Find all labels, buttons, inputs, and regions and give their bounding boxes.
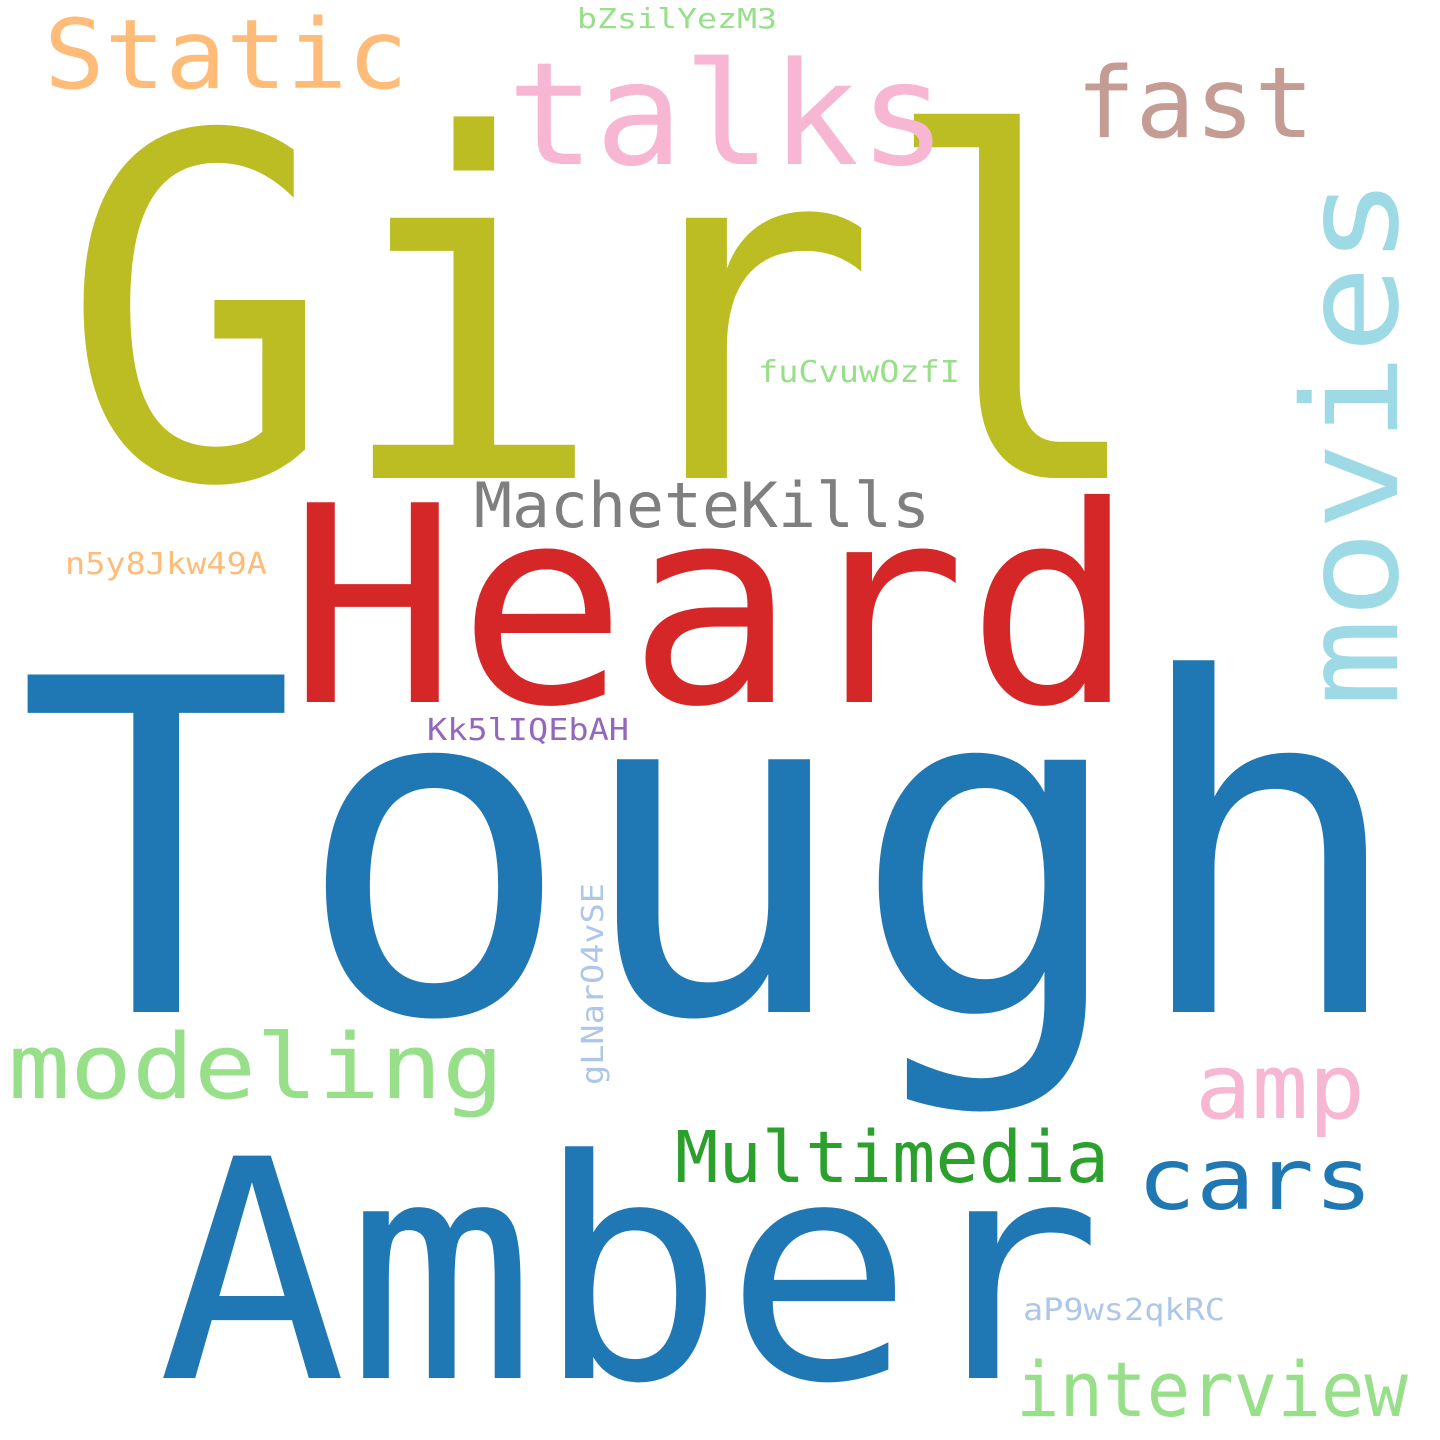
word-modeling: modeling xyxy=(8,1015,504,1120)
word-tough: Tough xyxy=(17,583,1407,1122)
word-interview: interview xyxy=(1016,1345,1408,1434)
word-ap9ws2qkrc: aP9ws2qkRC xyxy=(1023,1293,1225,1328)
word-movies: movies xyxy=(1275,177,1429,707)
word-kk5liqebah: Kk5lIQEbAH xyxy=(427,713,629,748)
word-machetekills: MacheteKills xyxy=(474,469,930,542)
word-amber: Amber xyxy=(158,1095,1103,1440)
word-fast: fast xyxy=(1076,47,1314,161)
word-multimedia: Multimedia xyxy=(675,1116,1109,1199)
word-bzsilyezm3: bZsilYezM3 xyxy=(577,2,777,35)
word-n5y8jkw49a: n5y8Jkw49A xyxy=(65,547,267,582)
word-amp: amp xyxy=(1195,1035,1365,1140)
word-girl: Girl xyxy=(61,37,1151,591)
word-talks: talks xyxy=(507,31,947,198)
word-cars: cars xyxy=(1137,1130,1373,1230)
word-glnaro4vse: gLNarO4vSE xyxy=(576,883,611,1085)
word-heard: Heard xyxy=(288,448,1136,767)
word-fucvuwozfi: fuCvuwOzfI xyxy=(758,355,960,390)
word-static: Static xyxy=(44,0,408,111)
